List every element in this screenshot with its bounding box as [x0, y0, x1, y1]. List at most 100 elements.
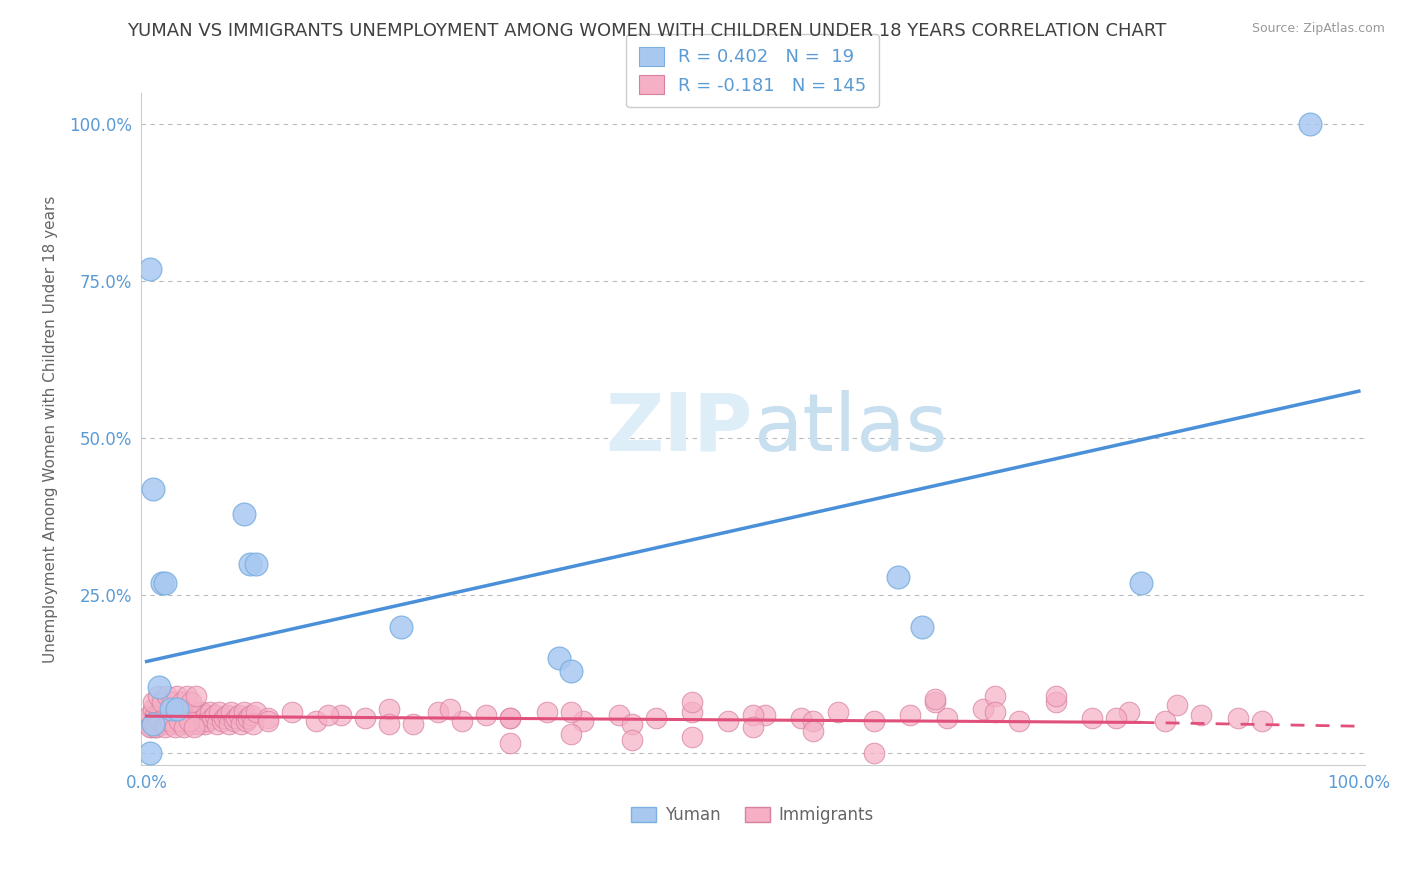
Point	[1299, 117, 1322, 131]
Point	[150, 701, 173, 715]
Point	[620, 733, 643, 747]
Point	[863, 714, 886, 728]
Point	[560, 705, 582, 719]
Point	[142, 701, 165, 715]
Point	[911, 620, 934, 634]
Point	[924, 692, 946, 706]
Legend: Yuman, Immigrants: Yuman, Immigrants	[624, 799, 880, 830]
Text: atlas: atlas	[752, 390, 948, 468]
Point	[228, 707, 250, 722]
Point	[620, 717, 643, 731]
Point	[935, 711, 957, 725]
Point	[150, 707, 173, 722]
Point	[201, 711, 224, 725]
Text: Source: ZipAtlas.com: Source: ZipAtlas.com	[1251, 22, 1385, 36]
Point	[156, 717, 179, 731]
Point	[239, 707, 262, 722]
Point	[681, 695, 703, 709]
Point	[159, 701, 181, 715]
Point	[160, 705, 183, 719]
Point	[183, 717, 205, 731]
Point	[801, 723, 824, 738]
Point	[165, 707, 187, 722]
Point	[609, 707, 631, 722]
Point	[238, 711, 260, 725]
Point	[170, 695, 193, 709]
Point	[211, 714, 233, 728]
Point	[329, 707, 352, 722]
Point	[681, 705, 703, 719]
Point	[1226, 711, 1249, 725]
Point	[198, 705, 221, 719]
Point	[145, 721, 167, 735]
Point	[138, 714, 160, 728]
Point	[863, 746, 886, 760]
Point	[257, 714, 280, 728]
Point	[181, 711, 204, 725]
Point	[153, 721, 176, 735]
Point	[149, 714, 172, 728]
Point	[194, 717, 217, 731]
Point	[205, 717, 228, 731]
Point	[148, 705, 170, 719]
Point	[167, 714, 190, 728]
Point	[245, 557, 267, 571]
Point	[984, 705, 1007, 719]
Point	[208, 705, 231, 719]
Point	[177, 714, 200, 728]
Point	[149, 717, 172, 731]
Point	[1118, 705, 1140, 719]
Point	[257, 711, 280, 725]
Point	[225, 711, 247, 725]
Point	[232, 507, 254, 521]
Point	[450, 714, 472, 728]
Point	[305, 714, 328, 728]
Point	[193, 711, 215, 725]
Point	[560, 727, 582, 741]
Point	[150, 695, 173, 709]
Point	[160, 714, 183, 728]
Point	[156, 689, 179, 703]
Point	[139, 746, 162, 760]
Point	[139, 261, 162, 276]
Point	[318, 707, 340, 722]
Point	[1008, 714, 1031, 728]
Point	[180, 705, 202, 719]
Point	[426, 705, 449, 719]
Point	[187, 717, 209, 731]
Point	[801, 714, 824, 728]
Point	[188, 707, 211, 722]
Point	[924, 695, 946, 709]
Point	[536, 705, 558, 719]
Point	[195, 714, 218, 728]
Point	[1045, 695, 1067, 709]
Point	[717, 714, 740, 728]
Point	[741, 721, 763, 735]
Point	[141, 721, 163, 735]
Point	[984, 689, 1007, 703]
Point	[898, 707, 921, 722]
Point	[232, 705, 254, 719]
Point	[169, 714, 191, 728]
Point	[162, 711, 184, 725]
Point	[475, 707, 498, 722]
Point	[439, 701, 461, 715]
Point	[1154, 714, 1177, 728]
Point	[186, 711, 208, 725]
Point	[146, 711, 169, 725]
Point	[560, 664, 582, 678]
Point	[222, 714, 245, 728]
Point	[353, 711, 375, 725]
Point	[1166, 698, 1188, 713]
Point	[191, 705, 214, 719]
Point	[186, 689, 208, 703]
Point	[1081, 711, 1104, 725]
Point	[139, 707, 162, 722]
Point	[402, 717, 425, 731]
Point	[160, 701, 183, 715]
Point	[142, 717, 165, 731]
Point	[499, 711, 522, 725]
Point	[184, 707, 207, 722]
Point	[218, 717, 240, 731]
Point	[157, 707, 180, 722]
